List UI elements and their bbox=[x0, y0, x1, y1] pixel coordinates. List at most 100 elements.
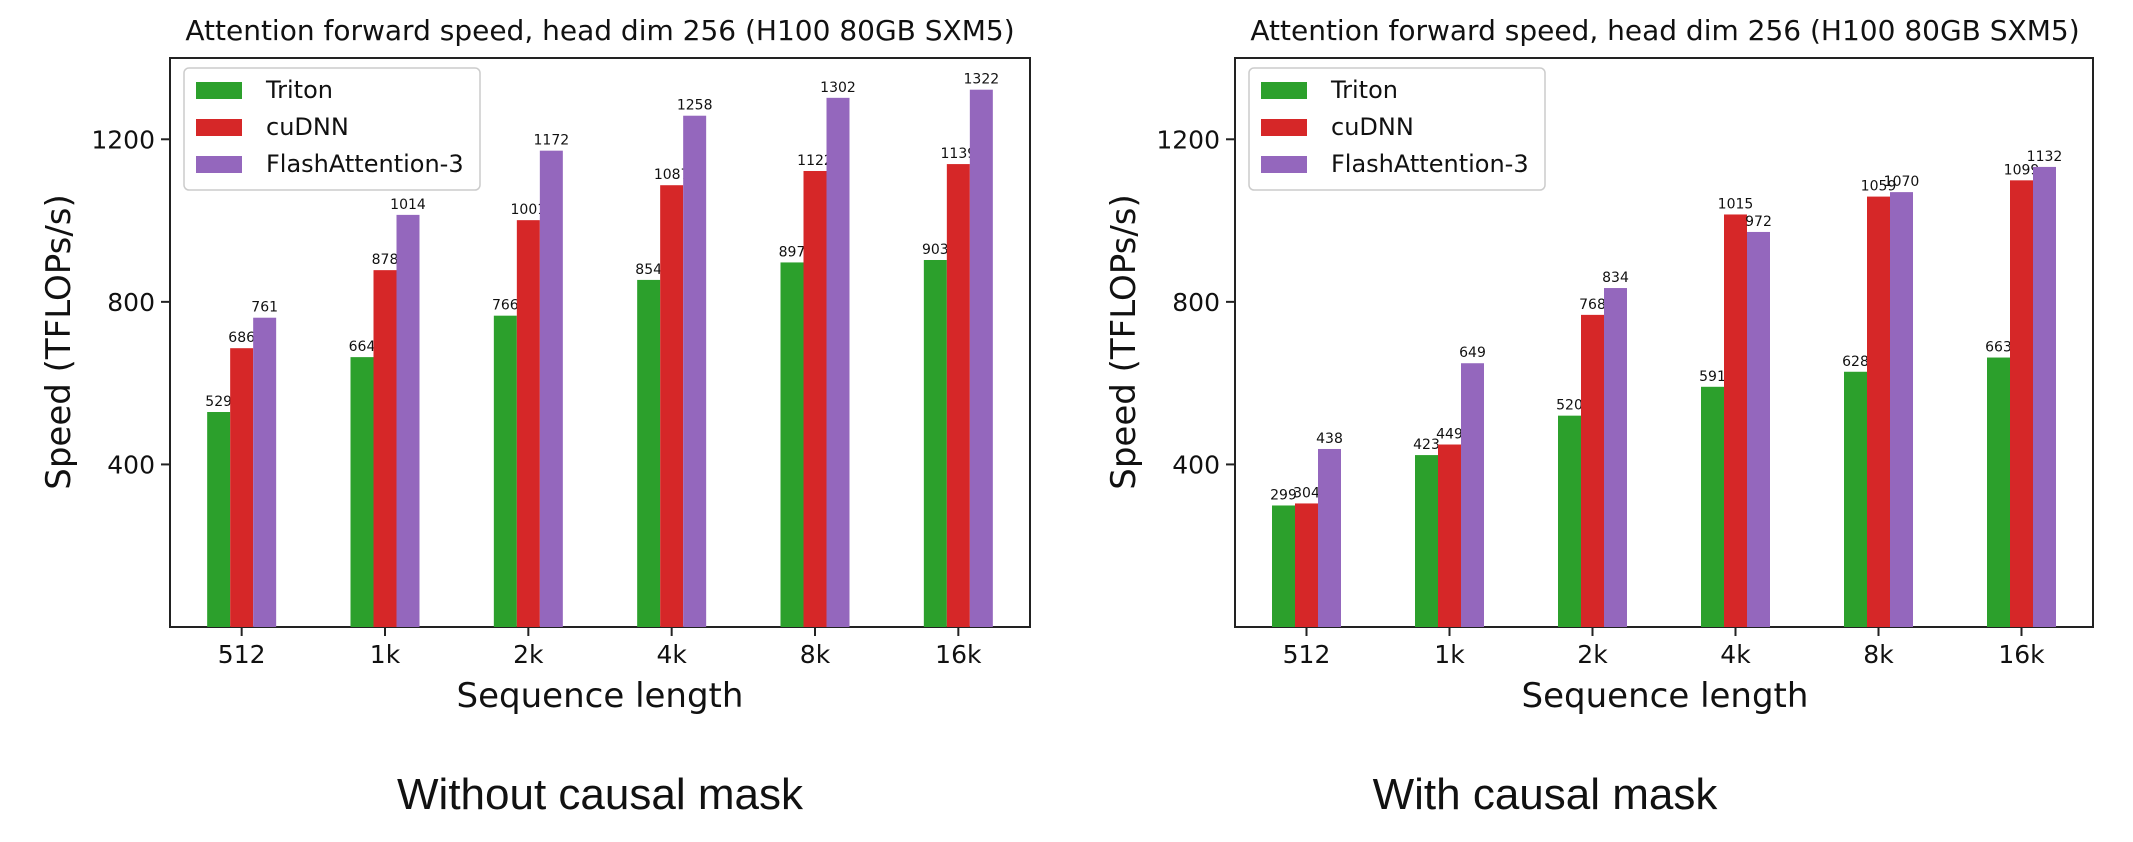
x-axis-label: Sequence length bbox=[457, 676, 744, 716]
data-label: 1070 bbox=[1884, 174, 1920, 190]
legend-label: FlashAttention-3 bbox=[1331, 150, 1529, 178]
bar-flashattention-3 bbox=[1318, 448, 1341, 627]
legend: Triton cuDNN FlashAttention-3 bbox=[1248, 67, 1546, 191]
legend: Triton cuDNN FlashAttention-3 bbox=[183, 67, 481, 191]
plot-frame bbox=[1234, 57, 2094, 628]
bar-flashattention-3 bbox=[1747, 231, 1770, 628]
data-label: 1172 bbox=[534, 133, 570, 149]
y-tick-label: 800 bbox=[1172, 288, 1220, 317]
x-tick-label: 512 bbox=[1283, 640, 1331, 669]
data-label: 878 bbox=[372, 252, 399, 268]
bar-cudnn bbox=[1438, 444, 1461, 627]
data-label: 423 bbox=[1413, 437, 1440, 453]
data-label: 761 bbox=[251, 300, 278, 316]
x-axis-label: Sequence length bbox=[1522, 676, 1809, 716]
data-label: 1015 bbox=[1718, 196, 1754, 212]
bar-flashattention-3 bbox=[539, 150, 563, 627]
y-tick-label: 400 bbox=[1172, 450, 1220, 479]
x-tick-label: 4k bbox=[656, 640, 687, 669]
x-tick-label: 16k bbox=[935, 640, 982, 669]
bar-triton bbox=[1844, 371, 1867, 627]
bar-triton bbox=[923, 259, 947, 627]
y-axis-label: Speed (TFLOPs/s) bbox=[1104, 194, 1144, 490]
bar-triton bbox=[1415, 455, 1438, 627]
data-label: 1122 bbox=[797, 153, 833, 169]
y-tick-label: 400 bbox=[107, 450, 155, 479]
x-tick-label: 16k bbox=[1998, 640, 2045, 669]
legend-label: Triton bbox=[1330, 76, 1398, 104]
data-label: 591 bbox=[1699, 369, 1726, 385]
data-label: 438 bbox=[1316, 431, 1343, 447]
plot-frame bbox=[169, 57, 1031, 628]
bar-flashattention-3 bbox=[683, 115, 707, 627]
chart-without-causal-mask: Attention forward speed, head dim 256 (H… bbox=[39, 14, 1031, 716]
data-label: 1322 bbox=[964, 72, 1000, 88]
bar-cudnn bbox=[1867, 196, 1890, 627]
bar-triton bbox=[1558, 415, 1581, 627]
legend-label: cuDNN bbox=[266, 113, 349, 141]
caption-right: With causal mask bbox=[1372, 770, 1718, 819]
legend-label: FlashAttention-3 bbox=[266, 150, 464, 178]
bar-cudnn bbox=[803, 170, 827, 628]
chart-title: Attention forward speed, head dim 256 (H… bbox=[185, 14, 1014, 47]
data-label: 1258 bbox=[677, 98, 713, 114]
legend-box bbox=[183, 67, 481, 191]
bar-triton bbox=[493, 315, 517, 627]
legend-label: cuDNN bbox=[1331, 113, 1414, 141]
x-tick-label: 8k bbox=[800, 640, 831, 669]
y-axis-label: Speed (TFLOPs/s) bbox=[39, 194, 79, 490]
bar-cudnn bbox=[660, 185, 684, 627]
x-tick-label: 512 bbox=[218, 640, 266, 669]
data-label: 1132 bbox=[2027, 149, 2063, 165]
bar-flashattention-3 bbox=[1604, 288, 1627, 627]
bar-cudnn bbox=[516, 220, 540, 628]
data-label: 686 bbox=[228, 330, 255, 346]
legend-swatch bbox=[196, 156, 242, 173]
bar-triton bbox=[1987, 357, 2010, 627]
bar-flashattention-3 bbox=[2033, 166, 2056, 627]
data-label: 1087 bbox=[654, 167, 690, 183]
data-label: 299 bbox=[1270, 487, 1297, 503]
x-tick-label: 1k bbox=[370, 640, 401, 669]
bar-cudnn bbox=[1724, 214, 1747, 627]
x-tick-label: 2k bbox=[1577, 640, 1608, 669]
bar-triton bbox=[637, 279, 661, 627]
chart-with-causal-mask: Attention forward speed, head dim 256 (H… bbox=[1104, 14, 2094, 716]
bar-cudnn bbox=[2010, 180, 2033, 627]
data-label: 649 bbox=[1459, 345, 1486, 361]
bar-cudnn bbox=[1581, 314, 1604, 627]
data-label: 304 bbox=[1293, 485, 1320, 501]
data-label: 1059 bbox=[1861, 179, 1897, 195]
data-label: 1099 bbox=[2004, 162, 2040, 178]
bar-flashattention-3 bbox=[1461, 363, 1484, 627]
data-label: 972 bbox=[1745, 214, 1772, 230]
data-label: 834 bbox=[1602, 270, 1629, 286]
data-label: 903 bbox=[922, 242, 949, 258]
data-label: 628 bbox=[1842, 354, 1869, 370]
legend-box bbox=[1248, 67, 1546, 191]
bar-flashattention-3 bbox=[1890, 192, 1913, 627]
bar-cudnn bbox=[1295, 503, 1318, 627]
x-tick-label: 1k bbox=[1434, 640, 1465, 669]
data-label: 1001 bbox=[511, 202, 547, 218]
x-tick-label: 8k bbox=[1863, 640, 1894, 669]
bar-flashattention-3 bbox=[396, 214, 420, 628]
bar-cudnn bbox=[230, 348, 254, 627]
x-tick-label: 4k bbox=[1720, 640, 1751, 669]
caption-left: Without causal mask bbox=[397, 770, 803, 819]
y-tick-label: 1200 bbox=[91, 125, 155, 154]
data-label: 664 bbox=[349, 339, 376, 355]
bar-triton bbox=[1701, 386, 1724, 627]
data-label: 768 bbox=[1579, 297, 1606, 313]
data-label: 520 bbox=[1556, 398, 1583, 414]
y-tick-label: 800 bbox=[107, 288, 155, 317]
bar-flashattention-3 bbox=[826, 97, 850, 627]
data-label: 766 bbox=[492, 298, 519, 314]
bar-triton bbox=[1272, 505, 1295, 627]
data-label: 529 bbox=[205, 394, 232, 410]
legend-swatch bbox=[1261, 156, 1307, 173]
bar-flashattention-3 bbox=[969, 89, 993, 628]
chart-title: Attention forward speed, head dim 256 (H… bbox=[1250, 14, 2079, 47]
data-label: 1302 bbox=[820, 80, 856, 96]
